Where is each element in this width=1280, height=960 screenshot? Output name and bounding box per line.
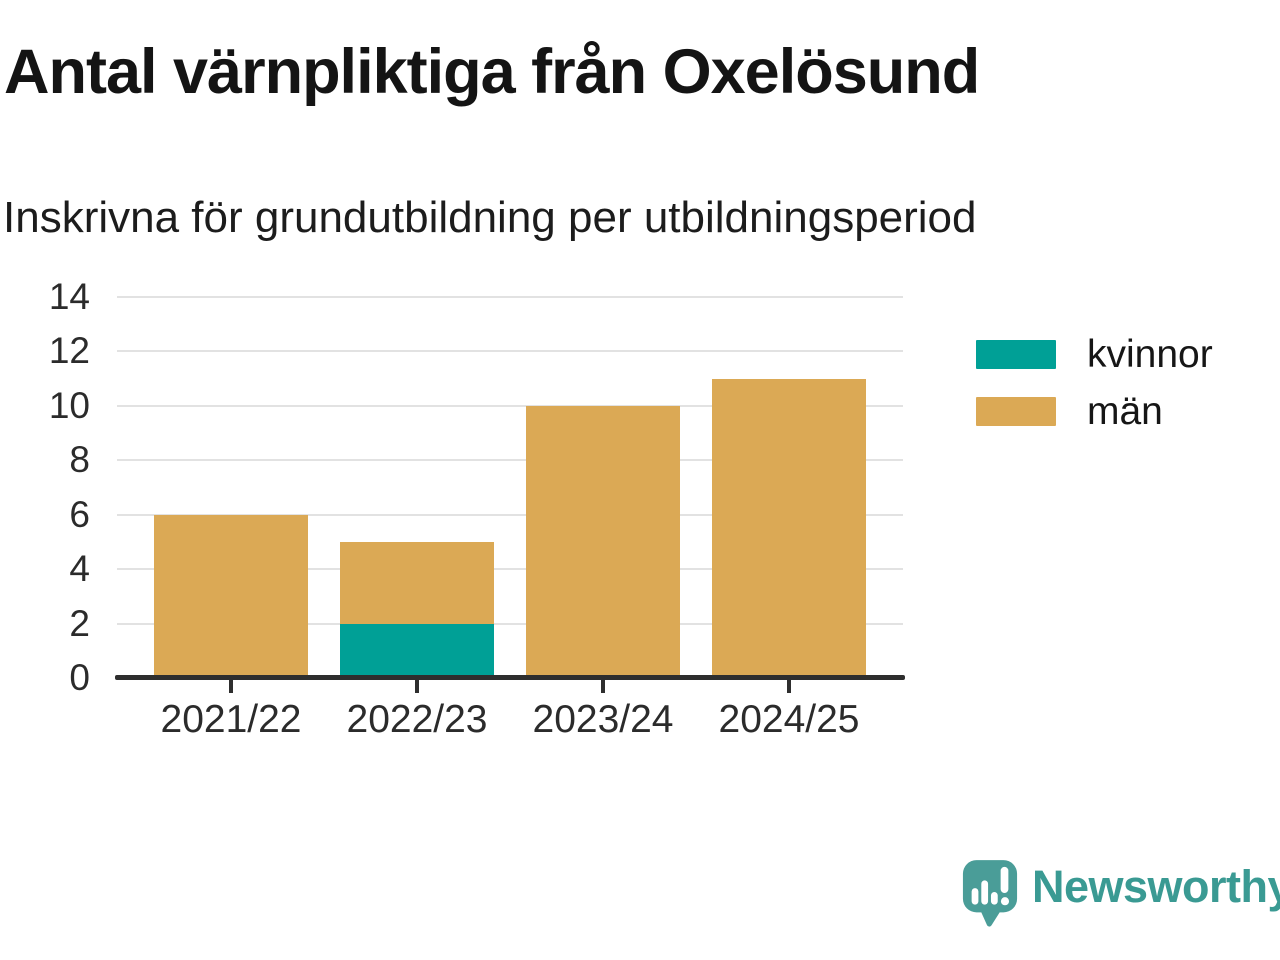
y-axis-label: 12	[48, 330, 90, 372]
page-title: Antal värnpliktiga från Oxelösund	[4, 37, 980, 107]
x-axis-label: 2021/22	[160, 698, 302, 741]
legend-item: kvinnor	[976, 333, 1213, 376]
y-axis-label: 4	[69, 548, 90, 590]
x-axis-label: 2022/23	[346, 698, 488, 741]
brand-logo: Newsworthy	[961, 858, 1280, 928]
newsworthy-icon	[962, 860, 1018, 927]
x-axis-ticks	[117, 680, 903, 694]
x-axis-line	[115, 675, 905, 680]
x-axis-tick	[415, 680, 419, 693]
legend-swatch	[976, 340, 1056, 369]
legend-swatch	[976, 397, 1056, 426]
y-axis-label: 0	[69, 657, 90, 698]
gridline	[117, 404, 903, 407]
legend-label: män	[1087, 390, 1163, 433]
x-axis-tick	[229, 680, 233, 693]
page-subtitle: Inskrivna för grundutbildning per utbild…	[3, 193, 977, 242]
gridline	[117, 350, 903, 353]
brand-name: Newsworthy	[1032, 861, 1280, 912]
x-axis-label: 2023/24	[532, 698, 674, 741]
legend-label: kvinnor	[1087, 333, 1213, 376]
bar-segment	[526, 405, 680, 678]
y-axis-label: 8	[69, 439, 90, 481]
gridline	[117, 459, 903, 462]
y-axis-labels: 0 2 4 6 8 10 12 14	[0, 278, 96, 697]
plot-area	[117, 296, 903, 678]
legend-item: män	[976, 390, 1213, 433]
y-axis-label: 14	[48, 276, 90, 317]
y-axis-label: 10	[48, 384, 90, 426]
gridline	[117, 568, 903, 571]
x-axis-labels: 2021/22 2022/23 2023/24 2024/25	[117, 699, 903, 743]
bar-segment	[340, 623, 494, 678]
x-axis-label: 2024/25	[718, 698, 860, 741]
y-axis-label: 6	[69, 493, 90, 535]
gridline	[117, 513, 903, 516]
x-axis-tick	[787, 680, 791, 693]
y-axis-label: 2	[69, 602, 90, 644]
legend: kvinnor män	[976, 333, 1213, 433]
bar-segment	[154, 514, 308, 678]
bar-segment	[340, 541, 494, 624]
bar-segment	[712, 378, 866, 678]
gridline	[117, 296, 903, 298]
x-axis-tick	[601, 680, 605, 693]
gridline	[117, 622, 903, 625]
